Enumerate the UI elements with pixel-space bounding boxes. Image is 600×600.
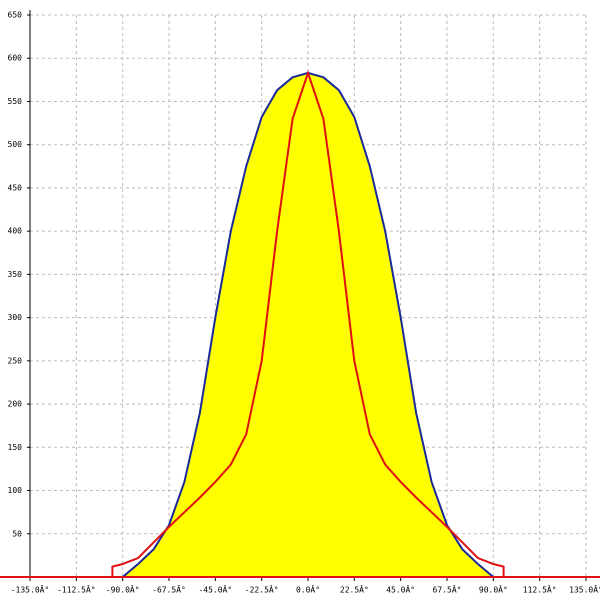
x-tick-label: 67.5Â° — [433, 584, 462, 595]
y-tick-label: 650 — [8, 11, 23, 20]
x-tick-label: 0.0Â° — [296, 584, 320, 595]
y-tick-label: 550 — [8, 97, 23, 106]
x-tick-label: 112.5Â° — [523, 584, 557, 595]
x-tick-label: 22.5Â° — [340, 584, 369, 595]
y-tick-label: 400 — [8, 227, 23, 236]
y-tick-label: 250 — [8, 356, 23, 365]
x-tick-label: -90.0Â° — [106, 584, 140, 595]
area-curve — [122, 71, 494, 578]
y-tick-label: 50 — [12, 529, 22, 538]
y-tick-label: 500 — [8, 140, 23, 149]
x-tick-label: -22.5Â° — [245, 584, 279, 595]
x-tick-label: -67.5Â° — [152, 584, 186, 595]
x-tick-label: -135.0Â° — [11, 584, 50, 595]
x-tick-label: 135.0Â° — [569, 584, 600, 595]
y-tick-label: 450 — [8, 183, 23, 192]
y-tick-label: 100 — [8, 486, 23, 495]
line-curve — [111, 69, 505, 577]
y-tick-label: 300 — [8, 313, 23, 322]
x-tick-label: -112.5Â° — [57, 584, 96, 595]
y-tick-label: 200 — [8, 400, 23, 409]
y-tick-label: 600 — [8, 54, 23, 63]
x-tick-label: -45.0Â° — [198, 584, 232, 595]
y-tick-label: 150 — [8, 443, 23, 452]
x-tick-label: 90.0Â° — [479, 584, 508, 595]
x-tick-label: 45.0Â° — [386, 584, 415, 595]
y-tick-label: 350 — [8, 270, 23, 279]
